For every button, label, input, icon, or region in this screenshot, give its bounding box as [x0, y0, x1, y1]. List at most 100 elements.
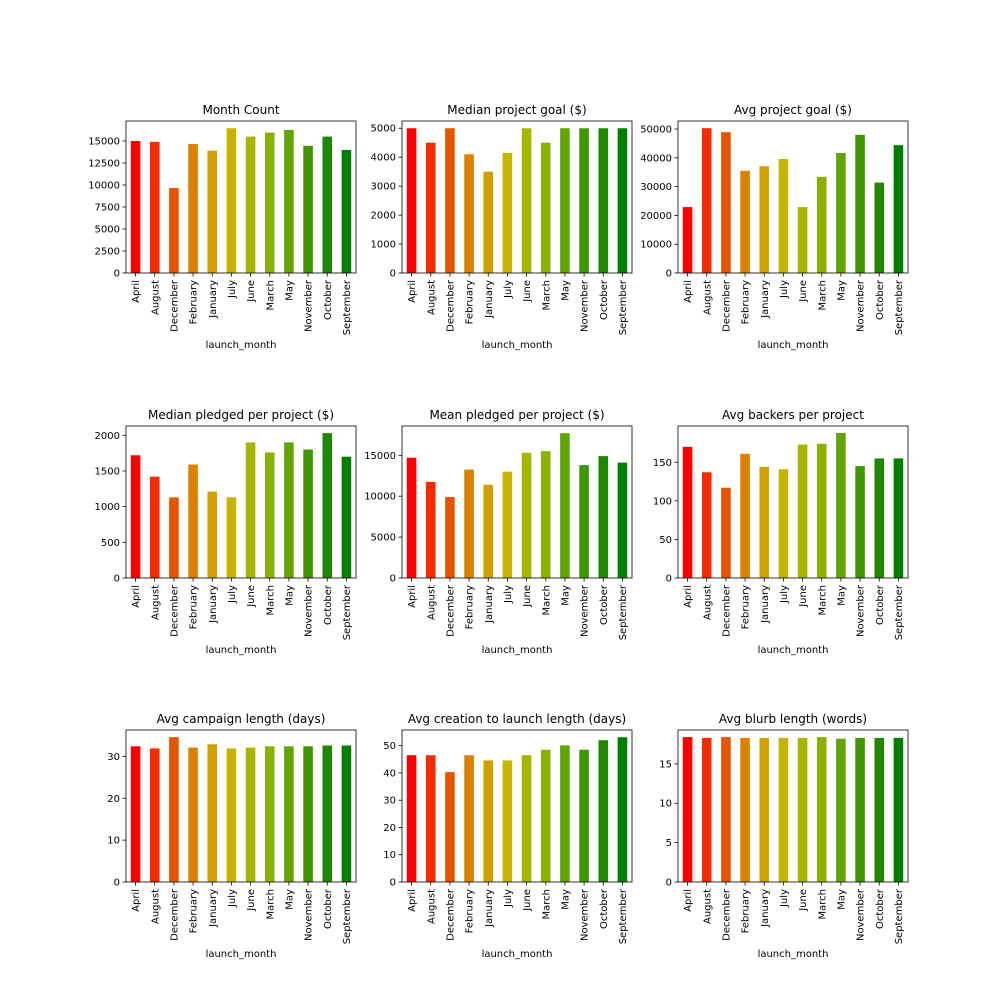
x-axis-label: launch_month: [482, 645, 553, 656]
bar-march: [540, 749, 551, 882]
bar-february: [740, 453, 750, 578]
bar-august: [425, 481, 436, 578]
x-tick-label: April: [683, 280, 694, 303]
y-tick-label: 10: [107, 836, 120, 847]
bar-october: [322, 136, 333, 273]
x-tick-label: August: [702, 889, 713, 924]
bar-november: [303, 746, 313, 882]
x-tick-label: October: [599, 279, 610, 320]
x-tick-label: February: [465, 889, 476, 933]
x-tick-label: August: [150, 889, 161, 924]
y-tick-label: 15: [659, 759, 672, 770]
x-tick-label: April: [407, 280, 418, 303]
x-tick-label: December: [445, 584, 456, 637]
x-tick-label: November: [304, 279, 315, 332]
x-tick-label: November: [304, 888, 315, 941]
bar-november: [303, 449, 313, 578]
x-tick-label: August: [426, 889, 437, 924]
x-tick-label: December: [445, 888, 456, 941]
x-tick-label: May: [560, 585, 571, 606]
x-tick-label: March: [817, 889, 828, 919]
x-tick-label: March: [265, 585, 276, 615]
x-tick-label: August: [426, 280, 437, 315]
y-tick-label: 5000: [95, 224, 120, 235]
bar-june: [245, 136, 256, 273]
x-tick-label: December: [445, 279, 456, 332]
bar-july: [502, 760, 513, 882]
bar-june: [797, 207, 808, 273]
y-tick-label: 30: [383, 796, 396, 807]
bar-september: [341, 745, 352, 882]
y-tick-label: 1000: [95, 502, 120, 513]
y-tick-label: 500: [101, 538, 120, 549]
y-tick-label: 20: [383, 823, 396, 834]
bar-september: [617, 128, 628, 273]
x-tick-label: March: [817, 280, 828, 310]
y-tick-label: 3000: [371, 182, 396, 193]
x-tick-label: March: [265, 889, 276, 919]
bar-october: [322, 433, 333, 578]
x-tick-label: July: [503, 585, 514, 604]
x-tick-label: February: [741, 889, 752, 933]
plot-frame: [125, 425, 357, 579]
subplot-7: 0 10 20 30 April August December February Januar…: [107, 712, 357, 960]
bar-august: [425, 755, 436, 882]
x-tick-label: June: [246, 280, 257, 303]
bar-september: [893, 145, 904, 273]
x-tick-label: January: [208, 889, 219, 928]
bar-january: [483, 484, 494, 578]
bar-september: [341, 149, 352, 273]
bar-april: [682, 446, 693, 578]
x-tick-label: December: [721, 279, 732, 332]
x-tick-label: December: [169, 888, 180, 941]
x-tick-label: September: [618, 888, 629, 944]
subplot-9: 0 5 10 15 April August December February January…: [659, 712, 909, 960]
bar-july: [226, 128, 237, 273]
bar-july: [778, 469, 789, 578]
bar-may: [836, 432, 846, 578]
bar-december: [169, 737, 179, 882]
x-tick-label: June: [522, 889, 533, 912]
bar-august: [701, 128, 712, 273]
bar-april: [406, 128, 417, 273]
bar-february: [740, 737, 750, 882]
bar-january: [207, 744, 218, 882]
bar-september: [617, 737, 628, 882]
bar-february: [740, 170, 750, 273]
x-tick-label: November: [580, 279, 591, 332]
y-tick-label: 2000: [95, 431, 120, 442]
bar-january: [483, 760, 494, 882]
x-tick-label: February: [465, 280, 476, 324]
bar-june: [797, 737, 808, 882]
plot-frame: [125, 120, 357, 274]
x-tick-label: January: [484, 585, 495, 624]
x-axis-label: launch_month: [758, 645, 829, 656]
y-tick-label: 100: [653, 496, 672, 507]
bar-may: [284, 129, 294, 273]
bar-february: [188, 464, 198, 578]
x-tick-label: January: [484, 889, 495, 928]
x-tick-label: April: [131, 585, 142, 608]
y-tick-label: 0: [114, 878, 120, 889]
chart-title: Avg project goal ($): [734, 103, 852, 117]
bar-august: [701, 472, 712, 578]
y-tick-label: 0: [666, 878, 672, 889]
plot-frame: [125, 729, 357, 883]
y-tick-label: 1500: [95, 466, 120, 477]
bar-march: [540, 142, 551, 273]
x-tick-label: May: [836, 585, 847, 606]
x-tick-label: July: [227, 889, 238, 908]
chart-title: Mean pledged per project ($): [429, 408, 604, 422]
x-tick-label: March: [541, 280, 552, 310]
bar-april: [682, 737, 693, 882]
y-tick-label: 0: [666, 269, 672, 280]
x-axis-label: launch_month: [482, 340, 553, 351]
x-tick-label: April: [407, 585, 418, 608]
bar-january: [207, 491, 218, 578]
bar-july: [226, 748, 237, 882]
bar-april: [130, 455, 141, 578]
x-tick-label: October: [323, 888, 334, 929]
x-tick-label: May: [284, 280, 295, 301]
y-tick-label: 12500: [88, 158, 120, 169]
